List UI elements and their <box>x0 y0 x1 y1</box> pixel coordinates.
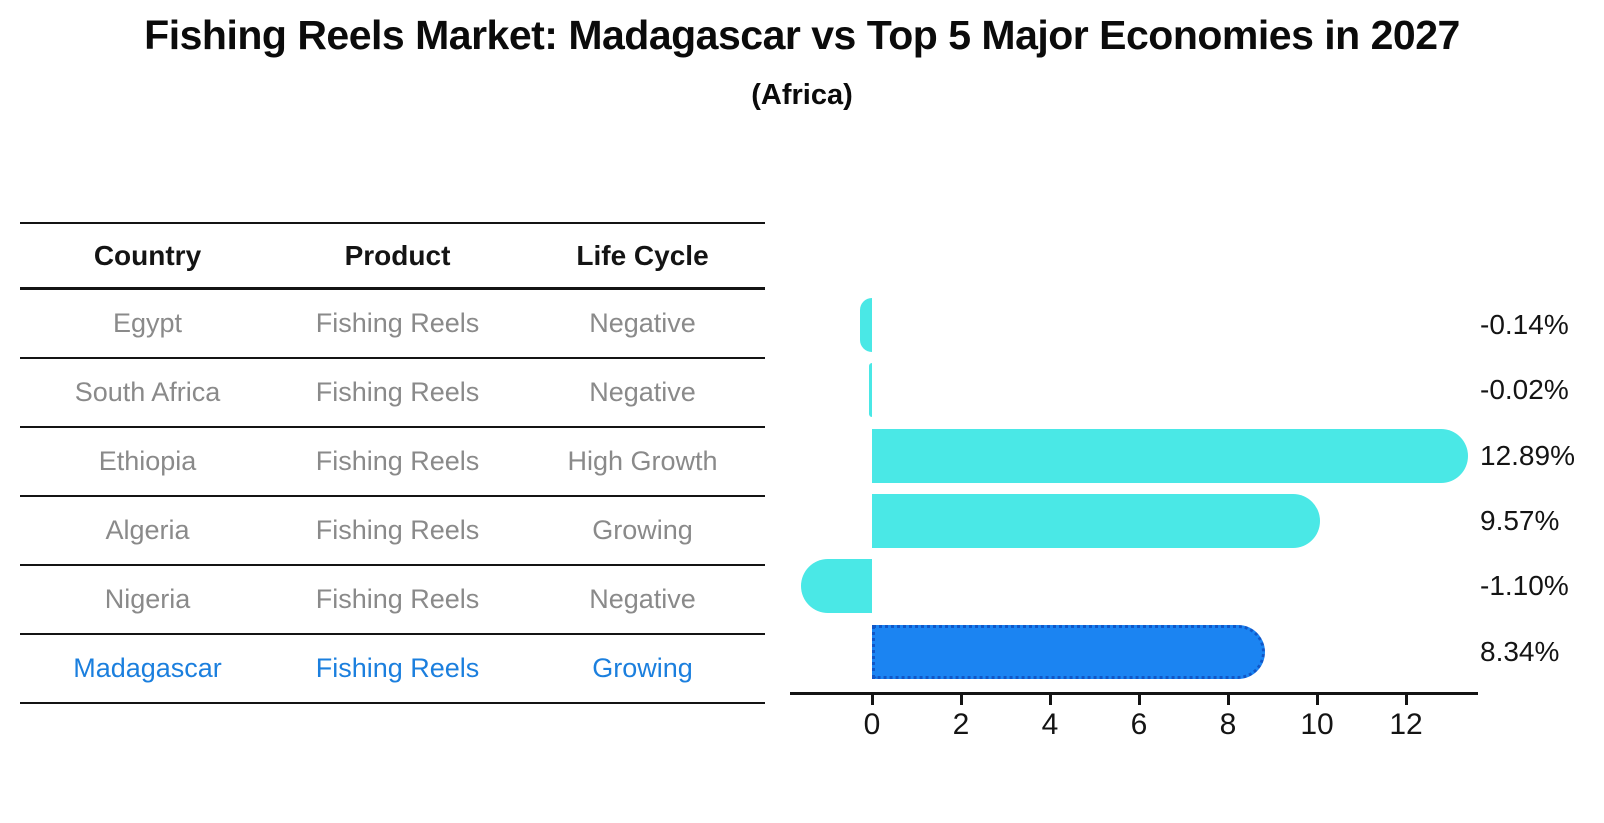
cell-product: Fishing Reels <box>315 653 480 683</box>
x-axis-tick <box>1315 692 1319 705</box>
x-axis-tick <box>1048 692 1052 705</box>
cell-product: Fishing Reels <box>315 308 480 338</box>
x-axis-tick <box>870 692 874 705</box>
x-axis-tick <box>959 692 963 705</box>
x-axis-tick-label: 6 <box>1130 708 1148 741</box>
x-axis-tick-label: 2 <box>952 708 970 741</box>
cell-life-cycle: Negative <box>589 584 696 614</box>
cell-country: Algeria <box>105 515 190 545</box>
column-header-country: Country <box>93 239 202 271</box>
table-row-madagascar: Madagascar Fishing Reels Growing <box>20 635 765 704</box>
bar-egypt <box>859 298 872 352</box>
x-axis-tick-label: 0 <box>863 708 881 741</box>
table-row-algeria: Algeria Fishing Reels Growing <box>20 497 765 566</box>
x-axis-tick <box>1226 692 1230 705</box>
chart-subtitle: (Africa) <box>751 79 853 111</box>
value-label-nigeria: -1.10% <box>1480 570 1569 602</box>
cell-life-cycle: High Growth <box>567 446 718 476</box>
bar-algeria <box>872 493 1320 548</box>
x-axis-tick <box>1404 692 1408 705</box>
x-axis-tick-label: 4 <box>1041 708 1059 741</box>
cell-product: Fishing Reels <box>315 377 480 407</box>
country-table: Country Product Life Cycle Egypt Fishing… <box>20 222 765 704</box>
chart-title: Fishing Reels Market: Madagascar vs Top … <box>144 12 1460 58</box>
table-row-south-africa: South Africa Fishing Reels Negative <box>20 359 765 428</box>
table-row-nigeria: Nigeria Fishing Reels Negative <box>20 566 765 635</box>
bar-ethiopia <box>872 428 1468 483</box>
x-axis-tick-label: 10 <box>1300 708 1334 741</box>
value-label-south-africa: -0.02% <box>1480 374 1569 406</box>
x-axis-tick <box>1137 692 1141 705</box>
value-label-algeria: 9.57% <box>1480 504 1560 536</box>
cell-country: South Africa <box>74 377 221 407</box>
value-label-madagascar: 8.34% <box>1480 635 1560 667</box>
cell-country: Madagascar <box>73 653 222 683</box>
value-label-egypt: -0.14% <box>1480 309 1569 340</box>
cell-product: Fishing Reels <box>315 584 480 614</box>
bar-madagascar <box>872 624 1266 679</box>
cell-life-cycle: Growing <box>592 515 693 545</box>
x-axis-tick-label: 8 <box>1219 708 1237 741</box>
cell-country: Egypt <box>112 308 183 338</box>
table-row-egypt: Egypt Fishing Reels Negative <box>20 290 765 359</box>
cell-life-cycle: Negative <box>589 377 696 407</box>
table-row-ethiopia: Ethiopia Fishing Reels High Growth <box>20 428 765 497</box>
cell-product: Fishing Reels <box>315 446 480 476</box>
cell-product: Fishing Reels <box>315 515 480 545</box>
column-header-life-cycle: Life Cycle <box>576 239 709 271</box>
cell-country: Nigeria <box>104 584 191 614</box>
value-label-ethiopia: 12.89% <box>1480 439 1575 471</box>
bar-nigeria <box>801 559 872 614</box>
x-axis-tick-label: 12 <box>1389 708 1423 741</box>
column-header-product: Product <box>344 239 451 271</box>
bar-south-africa <box>869 363 872 418</box>
cell-life-cycle: Negative <box>589 308 696 338</box>
cell-life-cycle: Growing <box>592 653 693 683</box>
cell-country: Ethiopia <box>98 446 197 476</box>
x-axis-line <box>790 692 1478 695</box>
table-header-row: Country Product Life Cycle <box>20 224 765 290</box>
